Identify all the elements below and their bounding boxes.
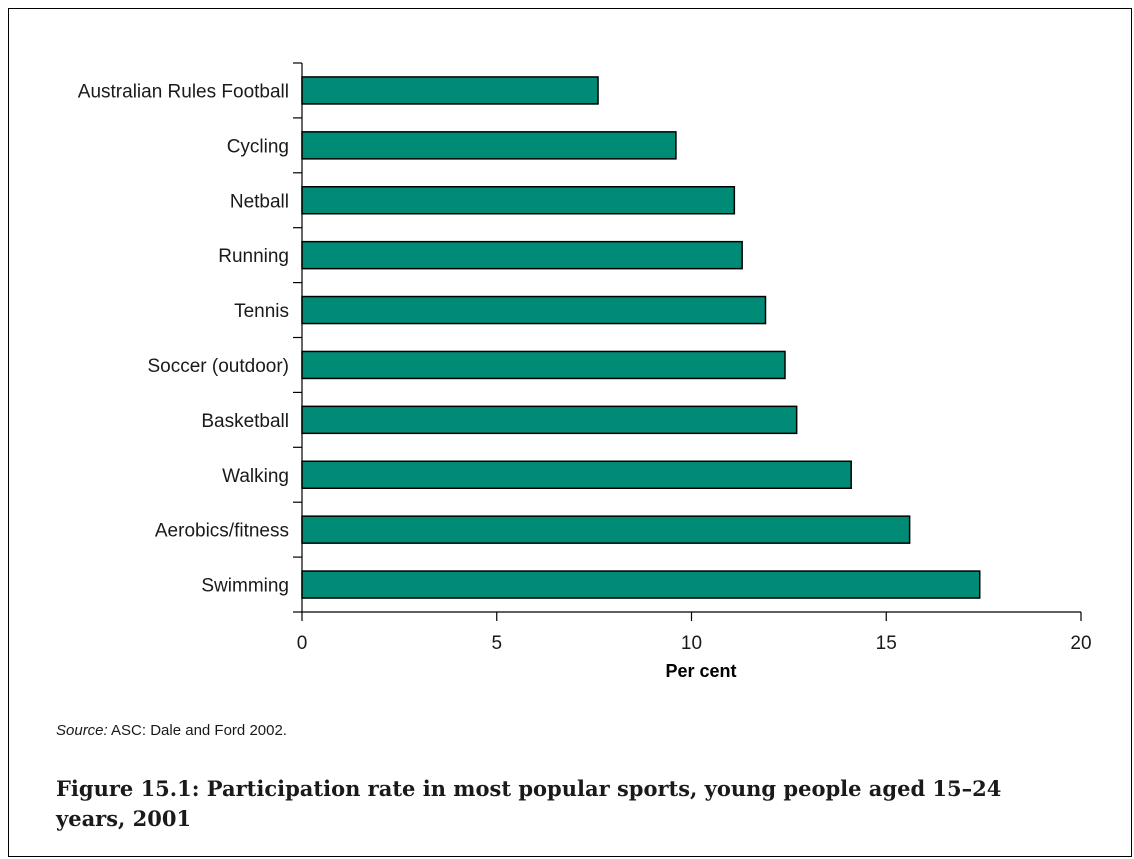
bar-australian-rules-football [301,76,599,105]
category-label: Cycling [227,136,289,157]
x-axis-title: Per cent [665,661,736,681]
bar-tennis [301,295,767,325]
x-tick-label: 5 [491,633,502,654]
bar-basketball [301,405,798,435]
source-text: ASC: Dale and Ford 2002. [107,722,287,739]
x-tick-label: 15 [876,633,897,654]
x-tick-label: 10 [681,633,702,654]
source-note: Source: ASC: Dale and Ford 2002. [56,722,287,739]
category-label: Aerobics/fitness [155,521,289,542]
category-label: Running [218,246,289,267]
bar-running [301,240,743,270]
source-label: Source: [56,722,108,739]
category-label: Australian Rules Football [78,81,289,102]
category-label: Swimming [201,576,289,597]
bar-netball [301,186,736,215]
category-label: Netball [230,191,289,212]
figure-caption: Figure 15.1: Participation rate in most … [56,776,1002,831]
x-tick-labels: 0 5 10 15 20 [297,633,1092,654]
bar-cycling [301,131,677,160]
category-label: Basketball [201,411,289,432]
category-label: Tennis [234,301,289,322]
bar-swimming [301,570,981,599]
category-label: Soccer (outdoor) [147,356,289,377]
x-tick-label: 0 [297,633,308,654]
bars-group [301,76,981,599]
category-labels: Australian Rules Football Cycling Netball R… [78,81,289,596]
x-tick-label: 20 [1070,633,1091,654]
bar-soccer-outdoor [301,350,786,380]
bar-chart: Australian Rules Football Cycling Netball R… [78,62,1092,681]
category-label: Walking [222,466,289,487]
bar-walking [301,460,852,489]
bar-aerobics-fitness [301,515,911,544]
axes-group [293,62,1082,621]
